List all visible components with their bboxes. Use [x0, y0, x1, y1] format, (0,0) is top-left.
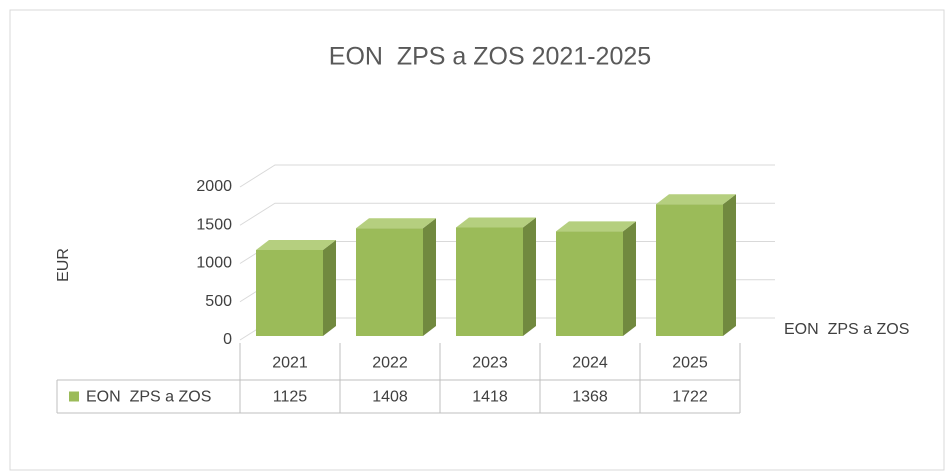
bar-front	[256, 249, 323, 336]
table-value: 1368	[572, 389, 608, 406]
depth-axis-label: EON ZPS a ZOS	[784, 321, 909, 338]
grid-line	[239, 202, 775, 226]
y-tick-label: 1000	[196, 255, 232, 272]
x-tick-label: 2021	[272, 355, 308, 372]
y-axis-label: EUR	[55, 248, 72, 282]
x-tick-label: 2025	[672, 355, 708, 372]
bar	[556, 221, 636, 336]
bar-side	[623, 221, 636, 336]
bar-front	[556, 231, 623, 336]
bar-front	[656, 204, 723, 336]
bar-top	[656, 194, 736, 205]
grid-line	[239, 164, 775, 188]
bar	[256, 239, 336, 336]
bar-top	[356, 218, 436, 229]
bar-top	[456, 217, 536, 228]
y-tick-label: 0	[223, 331, 232, 348]
chart-title: EON ZPS a ZOS 2021-2025	[329, 43, 651, 71]
bar-top	[256, 239, 336, 250]
bar	[356, 218, 436, 336]
y-tick-label: 1500	[196, 216, 232, 233]
bar-side	[423, 218, 436, 336]
bar-side	[723, 194, 736, 336]
bar-side	[523, 217, 536, 336]
x-tick-label: 2022	[372, 355, 408, 372]
table-value: 1722	[672, 389, 708, 406]
table-value: 1418	[472, 389, 508, 406]
table-value: 1125	[273, 389, 308, 406]
x-tick-label: 2024	[572, 355, 608, 372]
y-tick-label: 2000	[196, 178, 232, 195]
bar	[656, 194, 736, 336]
x-tick-label: 2023	[472, 355, 508, 372]
bar	[456, 217, 536, 336]
legend-label: EON ZPS a ZOS	[86, 389, 211, 406]
bar-top	[556, 221, 636, 232]
table-value: 1408	[372, 389, 408, 406]
bar-side	[323, 239, 336, 336]
legend-swatch	[69, 391, 79, 402]
bar-front	[356, 228, 423, 336]
y-tick-label: 500	[205, 293, 232, 310]
bar-front	[456, 227, 523, 336]
